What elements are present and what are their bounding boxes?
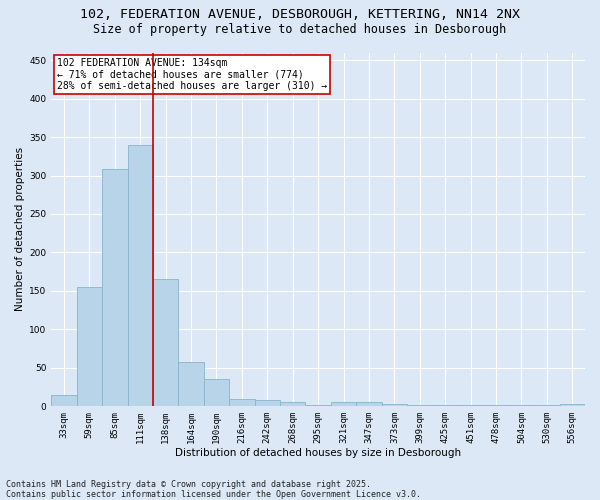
Bar: [305, 404, 331, 406]
Bar: [128, 145, 153, 406]
Bar: [51, 394, 77, 406]
Bar: [356, 402, 382, 406]
Bar: [254, 400, 280, 406]
X-axis label: Distribution of detached houses by size in Desborough: Distribution of detached houses by size …: [175, 448, 461, 458]
Bar: [331, 402, 356, 406]
Y-axis label: Number of detached properties: Number of detached properties: [15, 148, 25, 312]
Bar: [77, 287, 102, 406]
Bar: [229, 398, 254, 406]
Bar: [280, 402, 305, 406]
Text: 102 FEDERATION AVENUE: 134sqm
← 71% of detached houses are smaller (774)
28% of : 102 FEDERATION AVENUE: 134sqm ← 71% of d…: [56, 58, 327, 91]
Bar: [153, 280, 178, 406]
Bar: [102, 170, 128, 406]
Bar: [204, 380, 229, 406]
Text: 102, FEDERATION AVENUE, DESBOROUGH, KETTERING, NN14 2NX: 102, FEDERATION AVENUE, DESBOROUGH, KETT…: [80, 8, 520, 20]
Bar: [560, 404, 585, 406]
Bar: [407, 404, 433, 406]
Text: Contains HM Land Registry data © Crown copyright and database right 2025.
Contai: Contains HM Land Registry data © Crown c…: [6, 480, 421, 499]
Text: Size of property relative to detached houses in Desborough: Size of property relative to detached ho…: [94, 22, 506, 36]
Bar: [178, 362, 204, 406]
Bar: [382, 404, 407, 406]
